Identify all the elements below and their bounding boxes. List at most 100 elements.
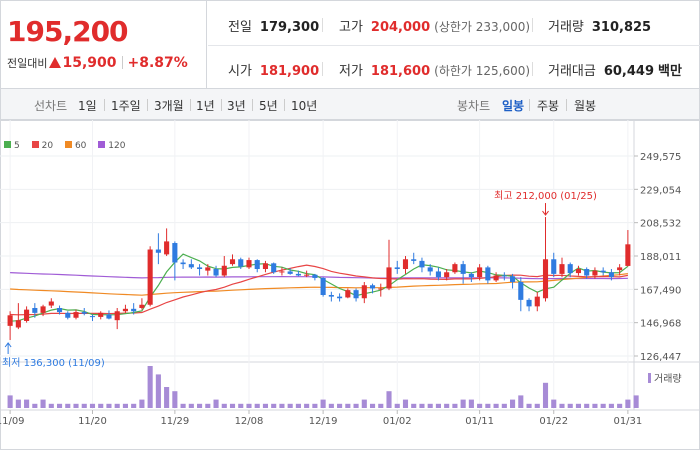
candle-body <box>394 267 400 270</box>
candle-body <box>106 314 112 319</box>
candle-body <box>32 307 38 313</box>
volume-bar <box>567 403 573 408</box>
min-arrow-head <box>4 342 12 348</box>
x-tick-label: 01/31 <box>613 416 642 427</box>
period-5y[interactable]: 5년 <box>259 99 278 113</box>
candle-body <box>485 267 491 281</box>
legend-ma20-label: 20 <box>41 141 54 151</box>
line-chart-label: 선차트 <box>34 99 68 113</box>
volume-bar <box>246 403 252 408</box>
period-1y[interactable]: 1년 <box>196 99 215 113</box>
day-low: 저가 181,600 (하한가 125,600) <box>339 60 530 79</box>
candle-body <box>600 270 606 273</box>
candle-body <box>229 259 236 265</box>
divider <box>532 18 533 32</box>
candle-monthly[interactable]: 월봉 <box>574 99 597 113</box>
candle-body <box>468 273 474 278</box>
volume-bar <box>419 403 425 408</box>
candle-body <box>238 259 244 267</box>
max-arrow-head <box>542 210 549 216</box>
x-tick-label: 01/02 <box>383 416 412 427</box>
candle-body <box>271 263 277 273</box>
volume-bar <box>633 395 639 408</box>
volume-bar <box>444 403 450 408</box>
period-3y[interactable]: 3년 <box>227 99 246 113</box>
volume-bar <box>493 403 499 408</box>
volume-bar <box>56 403 63 408</box>
change-percent: +8.87% <box>127 55 188 71</box>
volume-bar <box>584 403 590 408</box>
candle-body <box>172 243 178 263</box>
volume-bar <box>411 403 417 408</box>
volume-bar <box>7 395 13 408</box>
legend-ma20: 20 <box>31 141 54 151</box>
volume-bar <box>551 399 557 408</box>
candle-body <box>81 312 87 314</box>
candle-body <box>625 244 631 266</box>
candle-weekly[interactable]: 주봉 <box>537 99 560 113</box>
upper-limit: (상한가 233,000) <box>434 20 531 34</box>
open-label: 시가 <box>228 64 252 79</box>
volume-bar <box>592 403 598 408</box>
y-tick-label: 188,011 <box>640 252 681 263</box>
volume-bar <box>147 366 153 408</box>
volume-bar <box>600 403 606 408</box>
volume-bar <box>542 382 549 408</box>
volume-bar <box>172 391 178 408</box>
volume-label: 거래량 <box>654 373 682 385</box>
change-label: 전일대비 <box>7 57 48 70</box>
candle-body <box>444 272 450 278</box>
period-10y[interactable]: 10년 <box>291 99 318 113</box>
period-3m[interactable]: 3개월 <box>154 99 184 113</box>
volume-bar <box>304 403 310 408</box>
volume-bar <box>197 403 203 408</box>
chart-toolbar: 선차트 1일 1주일 3개월 1년 3년 5년 10년 봉차트 일봉 주봉 월봉 <box>0 88 700 120</box>
x-tick-label: 11/09 <box>0 416 25 427</box>
candle-body <box>98 312 104 317</box>
period-1d[interactable]: 1일 <box>78 99 97 113</box>
volume-bar <box>337 403 343 408</box>
y-tick-label: 167,490 <box>640 285 681 296</box>
volume-bar <box>262 403 269 408</box>
candle-daily[interactable]: 일봉 <box>502 99 525 113</box>
volume-bar <box>468 399 474 408</box>
open-price: 시가 181,900 <box>228 60 319 79</box>
y-tick-label: 208,532 <box>640 219 681 230</box>
trade-amount-label: 거래대금 <box>548 64 596 79</box>
price-box: 195,200 전일대비 15,900 +8.87% <box>1 1 207 89</box>
day-low-value: 181,600 <box>370 64 431 79</box>
period-1w[interactable]: 1주일 <box>111 99 141 113</box>
volume-bar <box>575 403 582 408</box>
candle-body <box>89 316 96 318</box>
legend-ma5: 5 <box>4 141 20 151</box>
ma5-line <box>10 253 629 322</box>
candle-body <box>411 259 417 261</box>
divider <box>147 99 148 111</box>
volume-bar <box>279 403 285 408</box>
candle-body <box>246 260 252 268</box>
candle-body <box>534 296 540 307</box>
divider <box>566 99 567 111</box>
candle-body <box>304 274 310 276</box>
change-row: 전일대비 15,900 +8.87% <box>7 55 188 71</box>
current-price: 195,200 <box>7 15 129 48</box>
volume-bar <box>526 403 532 408</box>
volume-bar <box>501 403 507 408</box>
volume-bar <box>452 403 458 408</box>
volume-bar <box>40 399 46 408</box>
candle-body <box>452 264 458 273</box>
candle-body <box>361 285 367 299</box>
volume-bar <box>188 403 194 408</box>
open-value: 181,900 <box>259 64 320 79</box>
volume-bar <box>477 403 483 408</box>
candle-body <box>559 264 565 274</box>
volume-bar <box>287 403 293 408</box>
volume-legend-swatch <box>648 373 651 383</box>
volume-bar <box>353 403 359 408</box>
y-tick-label: 229,054 <box>640 185 681 196</box>
volume-bar <box>114 403 120 408</box>
volume-bar <box>15 399 21 408</box>
volume-bar <box>435 403 441 408</box>
ma20-line <box>10 264 629 316</box>
volume-bar <box>378 403 384 408</box>
